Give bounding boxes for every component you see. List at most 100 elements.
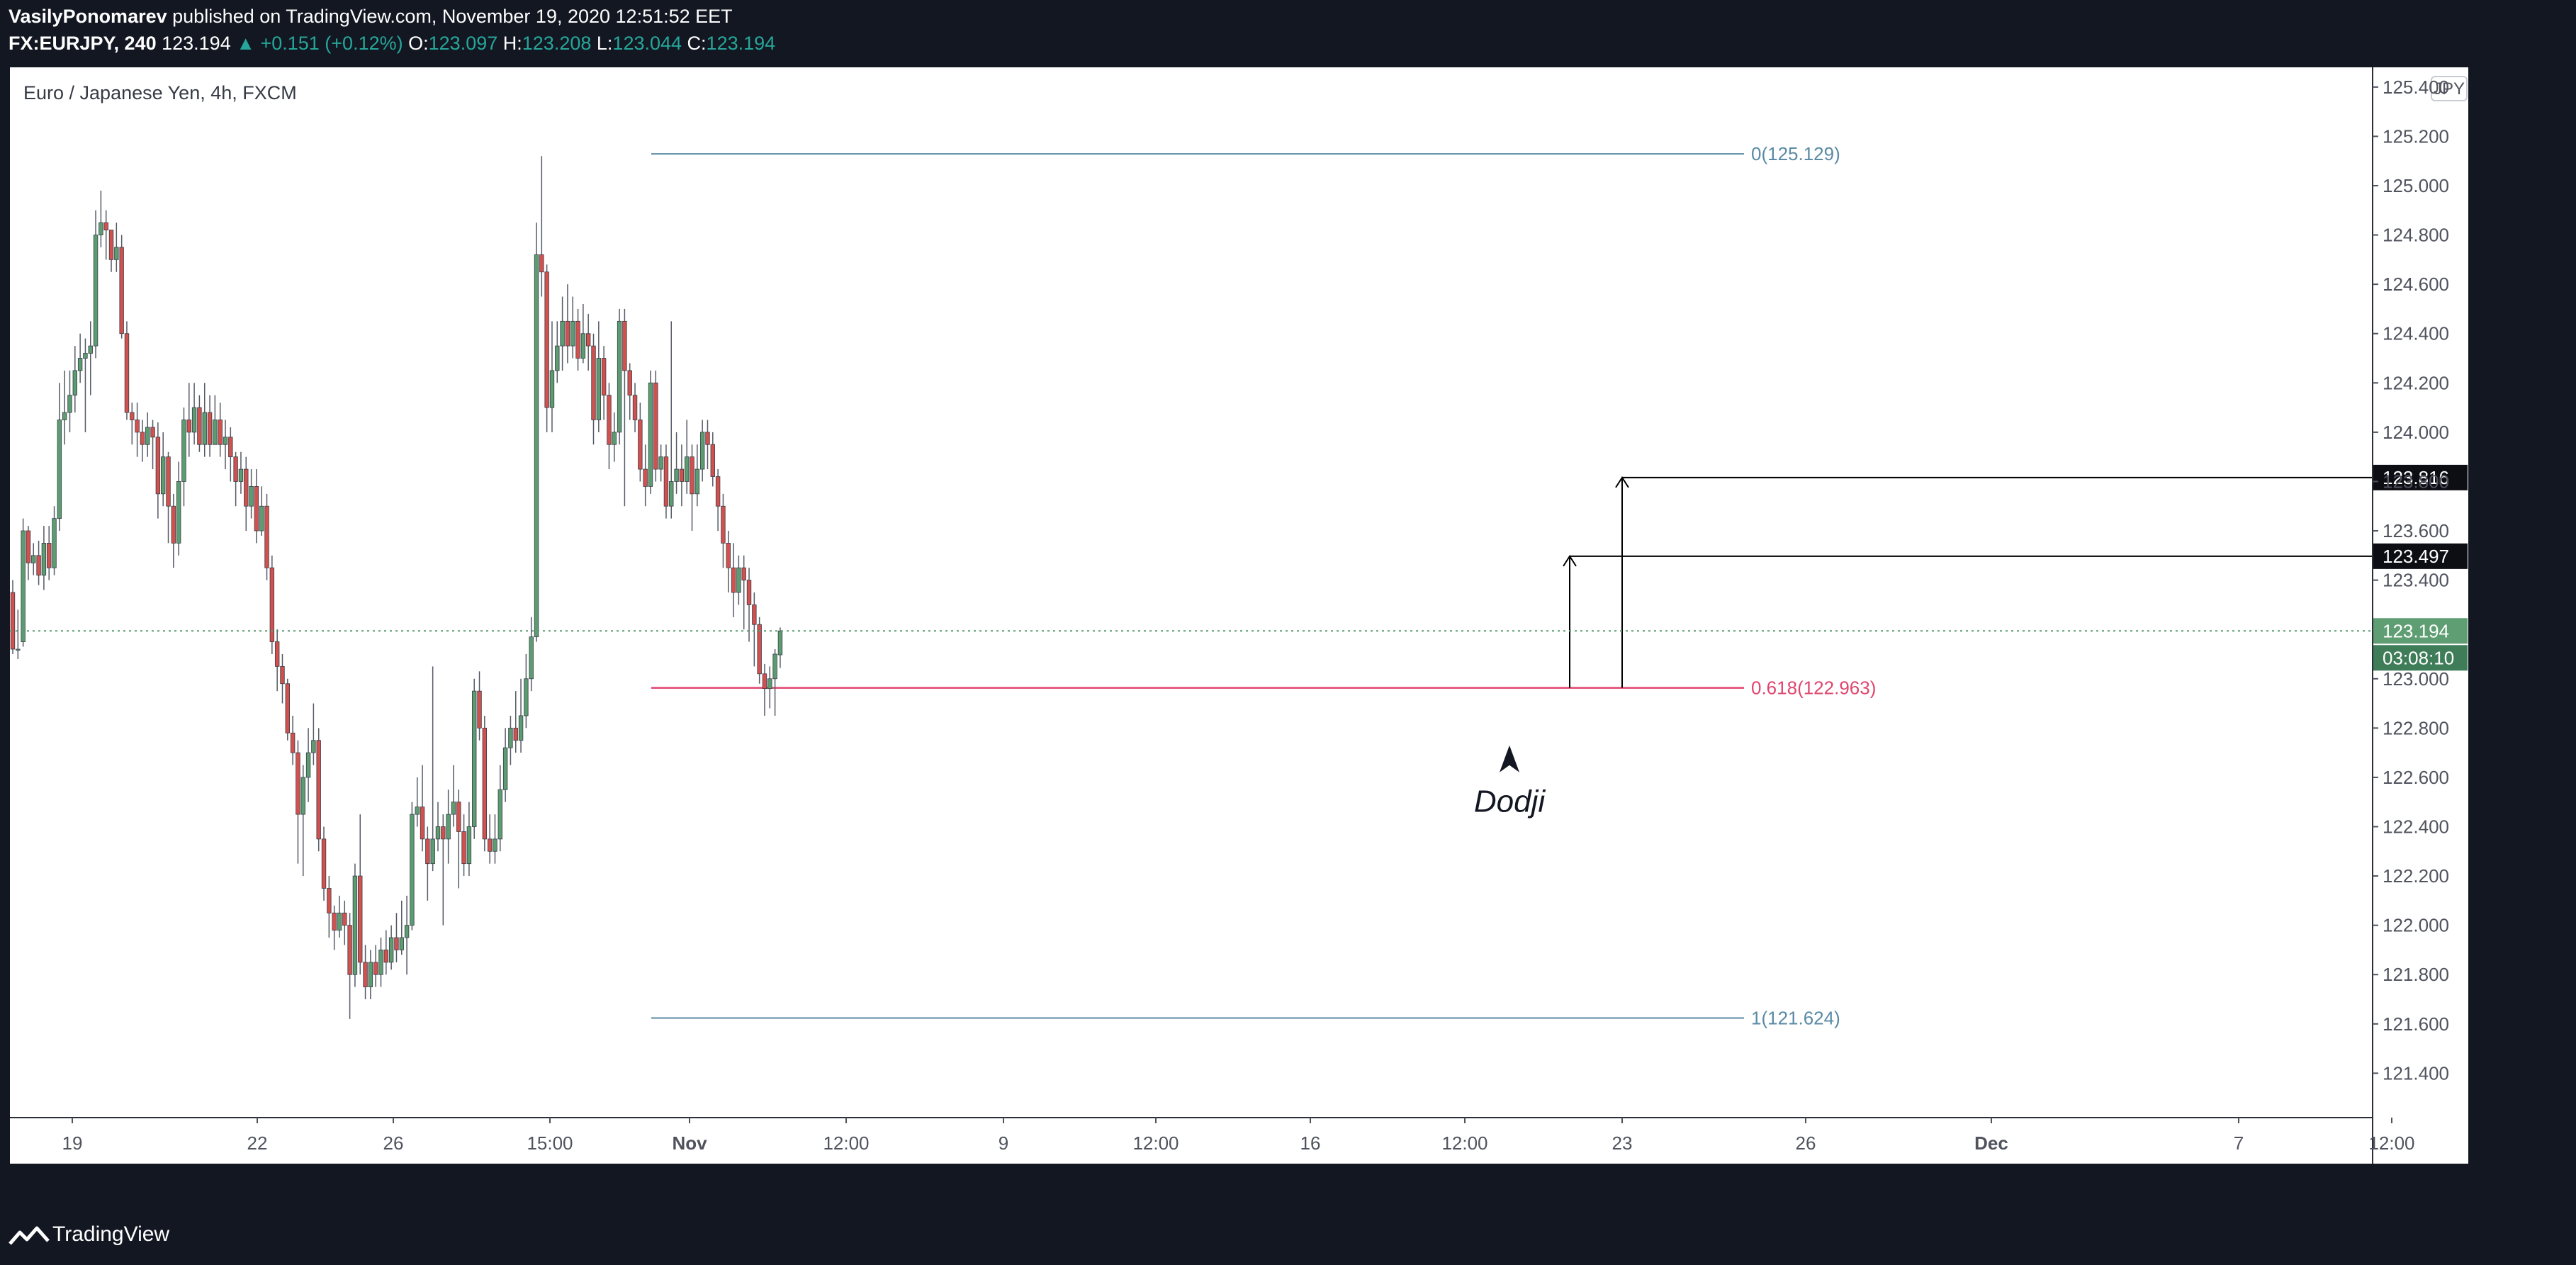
candle-body [41, 543, 47, 576]
candle-body [352, 875, 358, 975]
open-value: 123.097 [428, 33, 498, 54]
candle-body [446, 814, 451, 840]
candle-body [524, 678, 529, 716]
candle-body [21, 530, 26, 642]
candle-body [570, 320, 575, 347]
author-name[interactable]: VasilyPonomarev [9, 6, 167, 27]
y-tick-label: 125.200 [2383, 125, 2449, 147]
y-tick-label: 121.400 [2383, 1062, 2449, 1084]
fib-level-label: 0.618(122.963) [1751, 678, 1876, 699]
candle-body [218, 420, 223, 445]
tradingview-logo-icon[interactable] [9, 1222, 51, 1249]
candle-body [585, 333, 591, 347]
y-tick-label: 121.600 [2383, 1013, 2449, 1035]
y-tick-label: 125.000 [2383, 175, 2449, 196]
x-tick-label: 16 [1300, 1132, 1321, 1154]
candle-body [130, 412, 135, 420]
candle-body [466, 826, 472, 865]
y-tick-label: 125.400 [2383, 77, 2449, 98]
candle-body [93, 235, 99, 347]
fib-level-label: 1(121.624) [1751, 1007, 1840, 1028]
candle-body [612, 432, 617, 445]
publish-header: VasilyPonomarev published on TradingView… [0, 0, 2576, 67]
chart-title: Euro / Japanese Yen, 4h, FXCM [23, 82, 297, 103]
candle-body [757, 624, 762, 675]
candle-body [410, 814, 415, 926]
candle-body [31, 555, 36, 563]
candle-body [638, 420, 643, 470]
x-tick-label: 12:00 [2368, 1132, 2414, 1154]
candle-body [430, 838, 435, 865]
candle-body [772, 653, 777, 680]
candle-body [591, 345, 596, 420]
candle-body [632, 395, 638, 420]
candle-body [223, 437, 228, 445]
candle-body [135, 420, 140, 433]
candle-body [560, 320, 565, 347]
candle-body [166, 456, 171, 507]
candle-body [762, 673, 767, 690]
candle-body [373, 962, 378, 975]
candle-body [736, 567, 741, 593]
candle-body [332, 912, 337, 931]
fib-retracement[interactable]: 0(125.129) 0.618(122.963) 1(121.624) [651, 143, 1876, 1028]
x-tick-label: 7 [2234, 1132, 2244, 1154]
tradingview-brand[interactable]: TradingView [52, 1222, 170, 1246]
dodji-arrow-icon [1500, 745, 1519, 772]
candle-body [674, 468, 679, 482]
candle-body [513, 727, 518, 741]
candle-body [285, 683, 291, 733]
candle-body [388, 937, 394, 963]
candle-body [549, 370, 555, 408]
candle-body [544, 271, 549, 408]
candlestick-chart[interactable]: Euro / Japanese Yen, 4h, FXCM 0(125.129)… [10, 67, 2468, 1164]
candle-body [88, 345, 93, 354]
candle-body [493, 838, 497, 852]
candle-body [202, 412, 207, 445]
candle-body [140, 432, 145, 445]
candle-body [337, 912, 342, 931]
candle-body [622, 320, 627, 371]
candle-body [244, 468, 249, 507]
x-tick-label: 12:00 [1132, 1132, 1179, 1154]
candle-body [347, 925, 352, 975]
candle-body [26, 530, 31, 563]
y-tick-label: 122.400 [2383, 816, 2449, 837]
candle-body [103, 222, 108, 231]
candle-body [580, 333, 586, 359]
candle-body [300, 777, 305, 815]
open-label: O: [408, 33, 429, 54]
candle-body [47, 543, 52, 568]
candle-body [596, 358, 602, 420]
candle-body [150, 427, 155, 438]
x-tick-label: Nov [672, 1132, 707, 1154]
annotations: 123.816 123.497 Dodji [1474, 464, 2468, 819]
close-label: C: [687, 33, 707, 54]
candle-body [529, 636, 534, 680]
x-tick-label: 15:00 [527, 1132, 573, 1154]
y-tick-label: 123.800 [2383, 471, 2449, 492]
candle-body [648, 382, 653, 487]
candle-body [472, 690, 477, 827]
y-tick-label: 122.800 [2383, 717, 2449, 738]
last-price-label: 123.194 [2383, 620, 2449, 641]
chart-area[interactable]: Euro / Japanese Yen, 4h, FXCM 0(125.129)… [10, 67, 2468, 1164]
candle-body [694, 468, 700, 495]
candle-body [176, 481, 181, 544]
candle-body [502, 747, 508, 790]
candle-body [52, 518, 57, 568]
currency-badge[interactable] [2431, 76, 2468, 101]
candle-body [259, 505, 264, 532]
candle-body [181, 420, 186, 482]
close-value: 123.194 [706, 33, 776, 54]
candle-body [627, 370, 632, 396]
candle-body [477, 690, 482, 729]
candle-body [155, 437, 161, 495]
candle-body [601, 358, 607, 396]
candle-body [145, 427, 150, 445]
y-tick-label: 124.400 [2383, 323, 2449, 344]
candle-body [669, 481, 674, 507]
price-change: ▲ +0.151 (+0.12%) [236, 33, 403, 54]
candle-body [575, 320, 580, 359]
candle-body [685, 456, 690, 482]
